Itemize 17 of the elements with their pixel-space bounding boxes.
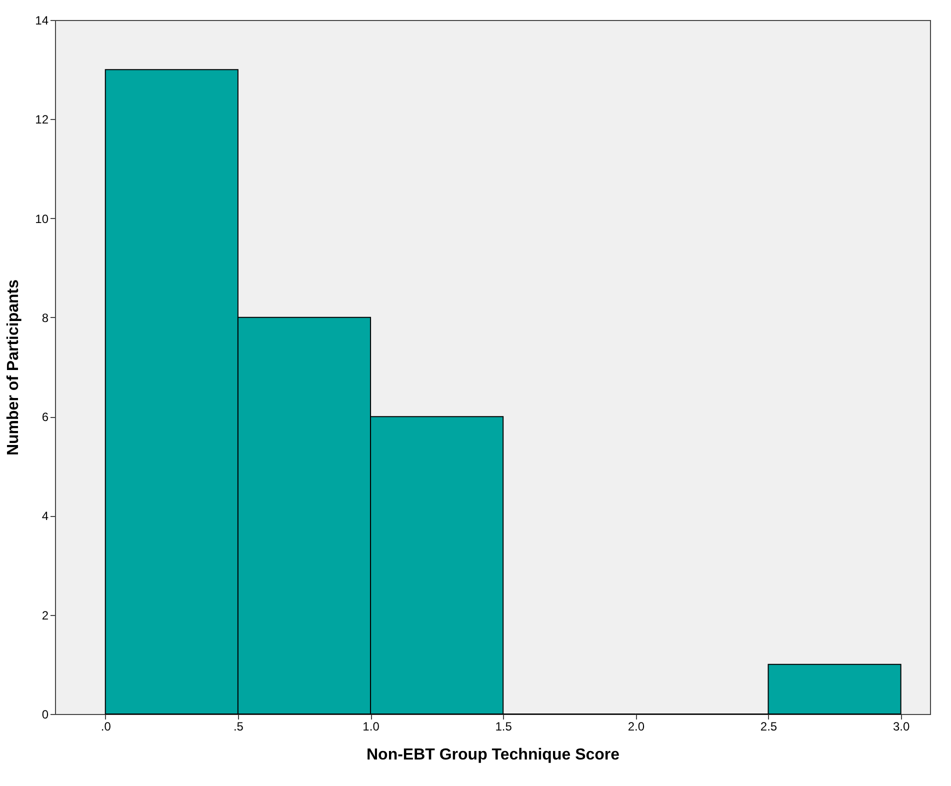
x-axis-title: Non-EBT Group Technique Score	[366, 746, 620, 764]
x-tick-label: .5	[233, 720, 244, 734]
y-tick-label: 6	[42, 410, 49, 424]
y-tick-label: 12	[35, 112, 49, 127]
x-tick-label: 1.0	[362, 720, 380, 734]
x-tick-label: 2.5	[760, 720, 778, 734]
y-axis-title: Number of Participants	[5, 279, 22, 456]
y-tick-label: 10	[35, 212, 49, 226]
y-tick-label: 0	[42, 708, 49, 722]
x-tick-label: 3.0	[892, 720, 910, 734]
x-tick-label: 2.0	[628, 720, 645, 734]
y-tick-label: 4	[42, 509, 49, 524]
y-tick-label: 14	[35, 14, 49, 28]
y-tick-label: 8	[42, 310, 49, 325]
x-tick-label: 1.5	[495, 720, 512, 734]
x-tick-label: .0	[100, 720, 112, 734]
y-tick-label: 2	[42, 608, 49, 622]
